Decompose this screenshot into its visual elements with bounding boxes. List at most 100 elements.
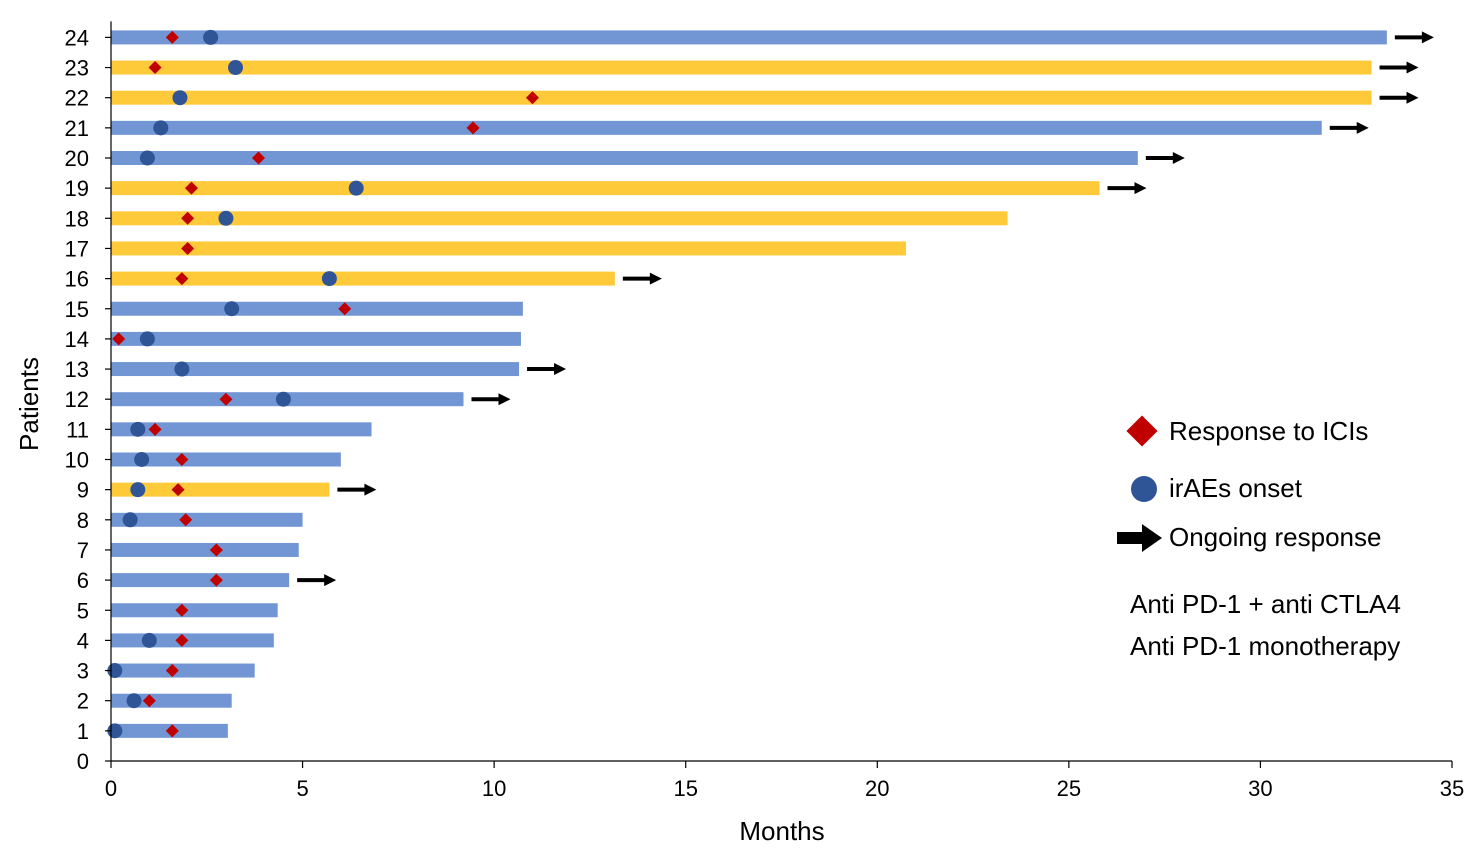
irae-marker-8 — [122, 512, 138, 528]
y-tick-label-19: 19 — [65, 176, 89, 201]
legend-combo-label: Anti PD-1 + anti CTLA4 — [1130, 589, 1401, 619]
patient-bar-7 — [111, 542, 299, 557]
x-tick-label-15: 15 — [673, 776, 697, 801]
patient-bar-19 — [111, 181, 1100, 196]
ongoing-arrow-head-23 — [1406, 61, 1419, 74]
y-tick-label-6: 6 — [77, 568, 89, 593]
patient-bar-23 — [111, 60, 1372, 75]
x-axis-title: Months — [739, 816, 824, 846]
ongoing-arrow-head-12 — [498, 393, 511, 406]
ongoing-arrow-head-20 — [1172, 152, 1185, 164]
y-tick-label-3: 3 — [77, 659, 89, 684]
y-tick-label-9: 9 — [77, 478, 89, 503]
ongoing-arrow-head-21 — [1356, 121, 1369, 134]
y-tick-label-24: 24 — [65, 25, 89, 50]
y-tick-label-7: 7 — [77, 538, 89, 563]
y-tick-label-8: 8 — [77, 508, 89, 533]
irae-marker-4 — [141, 632, 157, 648]
irae-marker-12 — [275, 391, 291, 407]
patient-bar-9 — [111, 482, 330, 497]
x-tick-label-20: 20 — [865, 776, 889, 801]
response-marker-15 — [338, 302, 352, 316]
patient-bar-21 — [111, 120, 1322, 135]
axes: 0123456789101112131415161718192021222324… — [65, 21, 1464, 801]
irae-marker-24 — [203, 29, 219, 45]
y-tick-label-16: 16 — [65, 267, 89, 292]
legend-item-ongoing: Ongoing response — [1117, 522, 1381, 552]
ongoing-arrow-head-16 — [649, 272, 662, 285]
y-tick-label-22: 22 — [65, 86, 89, 111]
response-marker-22 — [525, 91, 539, 105]
response-marker-1 — [165, 724, 179, 738]
patient-bar-11 — [111, 422, 372, 437]
patient-bar-5 — [111, 603, 278, 618]
patient-bar-6 — [111, 573, 290, 588]
y-tick-label-1: 1 — [77, 719, 89, 744]
irae-marker-20 — [139, 150, 155, 166]
ongoing-arrow-head-24 — [1421, 31, 1434, 44]
irae-marker-21 — [153, 120, 169, 136]
response-marker-6 — [209, 573, 223, 587]
response-marker-19 — [184, 181, 198, 195]
x-tick-label-5: 5 — [296, 776, 308, 801]
y-tick-label-23: 23 — [65, 56, 89, 81]
patient-bar-17 — [111, 241, 907, 256]
response-marker-18 — [181, 211, 195, 225]
y-tick-label-18: 18 — [65, 206, 89, 231]
y-tick-label-17: 17 — [65, 236, 89, 261]
legend-item-response: Response to ICIs — [1126, 415, 1368, 447]
legend-irae-circle-icon — [1131, 476, 1157, 502]
response-marker-17 — [181, 241, 195, 255]
ongoing-arrow-head-22 — [1406, 91, 1419, 104]
y-tick-label-21: 21 — [65, 116, 89, 141]
response-marker-12 — [219, 392, 233, 406]
legend-ongoing-arrow-icon — [1117, 524, 1162, 552]
ongoing-arrows — [297, 31, 1434, 587]
patient-bar-13 — [111, 362, 520, 377]
patient-bar-2 — [111, 693, 232, 708]
x-tick-label-35: 35 — [1440, 776, 1464, 801]
irae-marker-11 — [130, 421, 146, 437]
ongoing-arrow-head-13 — [554, 363, 567, 376]
patient-bar-24 — [111, 30, 1387, 45]
y-tick-label-4: 4 — [77, 628, 89, 653]
irae-marker-9 — [130, 482, 146, 498]
response-marker-14 — [112, 332, 126, 346]
y-axis-title: Patients — [14, 357, 44, 451]
ongoing-arrow-head-19 — [1134, 182, 1147, 195]
legend-item-irae: irAEs onset — [1131, 473, 1303, 503]
patient-bar-10 — [111, 452, 341, 467]
patient-bar-15 — [111, 301, 523, 316]
y-tick-label-15: 15 — [65, 297, 89, 322]
irae-marker-14 — [139, 331, 155, 347]
y-tick-label-20: 20 — [65, 146, 89, 171]
y-tick-label-14: 14 — [65, 327, 89, 352]
response-marker-8 — [179, 513, 193, 527]
patient-bar-20 — [111, 151, 1138, 165]
response-marker-20 — [252, 151, 266, 165]
irae-marker-10 — [134, 452, 150, 467]
y-tick-label-11: 11 — [66, 417, 89, 442]
response-marker-24 — [165, 30, 179, 44]
legend-response-diamond-icon — [1126, 415, 1158, 447]
irae-marker-22 — [172, 90, 188, 106]
patient-bar-16 — [111, 271, 615, 286]
response-marker-4 — [175, 633, 189, 647]
response-marker-11 — [148, 422, 162, 436]
y-tick-label-0: 0 — [77, 749, 89, 774]
ongoing-arrow-head-6 — [324, 574, 337, 587]
irae-marker-13 — [174, 361, 190, 377]
response-marker-10 — [175, 453, 189, 466]
patient-bar-18 — [111, 211, 1008, 226]
x-tick-label-30: 30 — [1248, 776, 1272, 801]
response-marker-5 — [175, 603, 189, 617]
irae-marker-15 — [224, 301, 240, 317]
ongoing-arrow-head-9 — [364, 483, 377, 496]
patient-bar-4 — [111, 633, 274, 648]
irae-marker-23 — [228, 60, 244, 76]
patient-bar-3 — [111, 663, 255, 678]
response-marker-7 — [209, 543, 223, 557]
legend-mono-label: Anti PD-1 monotherapy — [1130, 631, 1400, 661]
y-tick-label-10: 10 — [65, 448, 89, 473]
